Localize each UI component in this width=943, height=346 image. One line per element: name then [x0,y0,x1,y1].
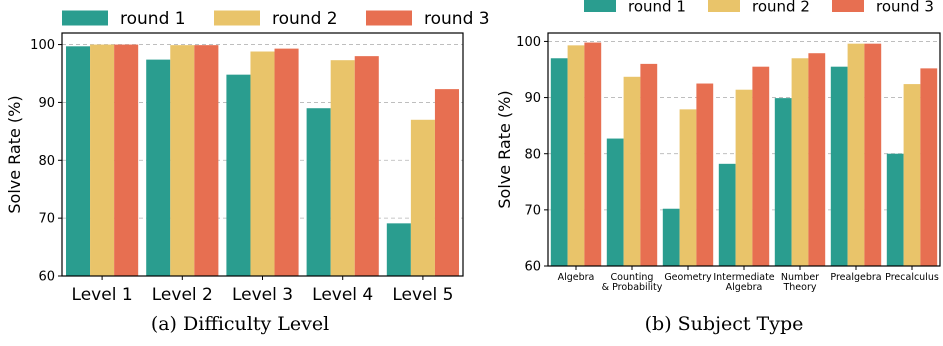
y-tick-label: 80 [524,147,541,162]
bar-round-1-2 [226,74,251,277]
y-tick-label: 60 [524,260,541,275]
y-tick-label: 90 [38,96,55,111]
y-tick-label: 100 [516,35,541,50]
bar-round-3-0 [114,44,139,277]
x-tick-label: Geometry [664,272,712,283]
bar-round-2-3 [735,89,753,266]
bar-round-3-3 [752,66,770,267]
x-tick-label: Level 2 [152,285,213,305]
legend-label: round 2 [752,0,810,15]
bar-round-2-3 [330,60,355,276]
legend-swatch [214,10,260,26]
x-tick-label: Precalculus [885,272,939,283]
bar-round-1-0 [66,46,91,276]
bar-round-1-3 [306,108,331,276]
y-tick-label: 70 [38,212,55,227]
bar-round-1-6 [886,153,904,266]
bar-round-2-0 [567,45,585,266]
bar-round-2-2 [250,51,275,277]
bar-round-2-1 [170,45,195,277]
y-tick-label: 100 [30,38,55,53]
bar-round-3-5 [864,43,882,267]
legend-label: round 1 [120,9,186,29]
y-tick-label: 90 [524,91,541,106]
x-tick-label: Counting & Probability [602,272,663,293]
x-tick-label: Level 3 [232,285,293,305]
legend-label: round 3 [876,0,934,15]
y-axis-label: Solve Rate (%) [495,90,514,208]
x-tick-label: Level 1 [72,285,133,305]
bar-round-3-4 [808,53,826,266]
bar-round-1-2 [662,208,680,266]
bar-round-2-0 [90,44,115,277]
chart-subject-type: 60 70 80 90 100 Algebra Counting & ProbabilityG… [495,0,941,335]
x-tick-label: Level 4 [312,285,373,305]
x-tick-label: Intermediate Algebra [713,272,774,293]
bar-round-3-4 [434,89,459,276]
bar-round-2-1 [623,76,641,266]
x-tick-label: Level 5 [392,285,453,305]
bar-round-3-0 [584,42,602,266]
legend-label: round 2 [272,9,338,29]
figure-caption: (b) Subject Type [645,313,804,335]
x-tick-label: Number Theory [781,272,819,293]
legend-swatch [708,0,740,12]
bar-round-2-2 [679,109,697,266]
x-tick-label: Prealgebra [830,272,881,283]
chart-difficulty-level: 60 70 80 90 100 Level 1 Level 2 Level 3 Level 4 L… [5,9,490,335]
bar-round-1-5 [830,66,848,267]
bar-round-2-5 [847,43,865,267]
legend-swatch [832,0,864,12]
x-tick-label: Algebra [558,272,595,283]
legend-label: round 3 [424,9,490,29]
bar-round-3-1 [640,63,658,266]
y-tick-label: 60 [38,270,55,285]
bar-round-1-4 [386,223,411,276]
bar-round-2-4 [410,119,435,277]
bar-round-2-4 [791,58,809,266]
legend-label: round 1 [628,0,686,15]
bar-round-1-3 [718,163,736,266]
legend-swatch [62,10,108,26]
y-tick-label: 70 [524,203,541,218]
bar-round-2-6 [903,84,921,266]
figure-caption: (a) Difficulty Level [151,313,329,335]
legend-swatch [584,0,616,12]
bar-round-3-1 [194,45,219,277]
bar-round-3-6 [920,68,938,266]
bar-round-3-2 [696,83,714,266]
y-tick-label: 80 [38,154,55,169]
bar-round-1-0 [550,58,568,266]
legend-swatch [366,10,412,26]
bar-round-3-3 [354,56,379,277]
bar-round-3-2 [274,48,299,276]
bar-round-1-1 [606,138,624,266]
y-axis-label: Solve Rate (%) [5,95,24,213]
bar-round-1-1 [146,59,171,276]
bar-round-1-4 [774,98,792,266]
